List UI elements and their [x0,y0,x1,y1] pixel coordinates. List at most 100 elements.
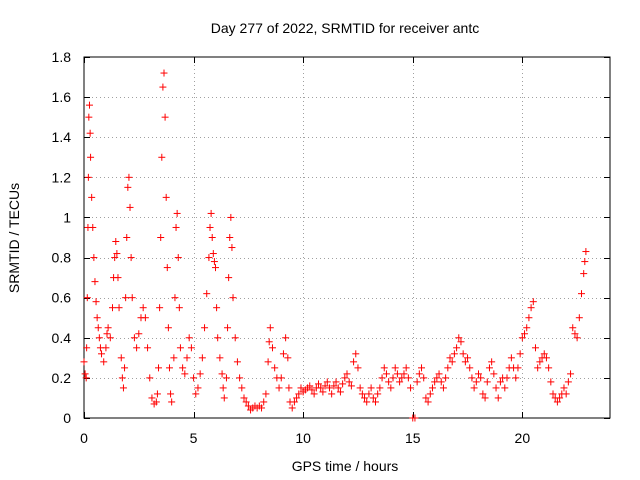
data-point [564,378,572,386]
data-point [112,238,120,246]
data-point [119,384,127,392]
data-point [328,390,336,398]
data-point [124,183,132,191]
data-point [347,382,355,390]
x-axis-label: GPS time / hours [292,458,399,474]
data-point [100,358,108,366]
data-point [229,294,237,302]
data-point [336,388,344,396]
data-point [171,294,179,302]
data-point [321,382,329,390]
data-point [385,378,393,386]
data-point [162,193,170,201]
data-point [464,354,472,362]
data-point [422,394,430,402]
data-point [165,364,173,372]
data-point [475,370,482,378]
data-point [192,390,200,398]
data-point [90,254,98,262]
data-point [567,370,575,378]
data-point [210,258,218,266]
data-point [258,404,266,412]
data-point [450,350,458,358]
data-points [80,69,590,422]
data-point [581,258,589,266]
data-point [514,364,522,372]
data-point [444,364,452,372]
data-point [126,203,134,211]
data-point [536,358,544,366]
x-tick-label: 15 [405,430,421,446]
data-point [144,344,152,352]
data-point [82,374,90,382]
data-point [393,370,401,378]
data-point [545,364,553,372]
data-point [98,350,106,358]
data-point [164,324,172,332]
data-point [88,193,96,201]
data-point [518,334,526,342]
data-point [439,384,447,392]
data-point [224,324,232,332]
data-point [428,384,436,392]
data-point [562,390,570,398]
data-point [83,294,91,302]
data-point [242,398,250,406]
data-point [226,234,234,241]
data-point [542,354,550,362]
data-point [404,374,412,382]
y-tick-label: 0.8 [52,250,72,266]
data-point [479,390,487,398]
y-axis-label: SRMTID / TECUs [6,183,22,293]
data-point [127,254,135,262]
data-point [181,370,189,378]
data-point [213,304,221,312]
data-point [354,364,362,372]
data-point [488,358,496,366]
data-point [268,344,276,352]
data-point [128,294,136,302]
x-tick-label: 10 [295,430,311,446]
data-point [172,223,180,231]
data-point [117,354,125,362]
data-point [260,398,268,406]
data-point [179,364,187,372]
data-point [225,274,233,282]
data-point [365,390,373,398]
data-point [240,394,248,402]
data-point [330,382,338,390]
data-point [356,384,364,392]
data-point [130,334,138,342]
data-point [80,358,88,366]
data-point [155,364,163,372]
data-point [341,374,349,382]
data-point [343,370,351,378]
data-point [122,294,130,302]
data-point [170,354,178,362]
data-point [123,234,131,241]
data-point [455,334,463,342]
data-point [332,378,340,386]
data-point [547,378,555,386]
data-point [94,324,102,332]
data-point [271,364,279,372]
data-point [582,248,590,256]
data-point [466,364,474,372]
data-point [86,129,94,137]
data-point [231,334,239,342]
data-point [481,394,489,402]
data-point [244,402,252,410]
data-point [233,358,241,366]
data-point [87,153,95,161]
data-point [125,173,133,181]
data-point [391,364,399,372]
data-point [201,324,209,332]
data-point [457,338,465,346]
data-point [275,384,283,392]
data-point [494,394,502,402]
data-point [265,338,273,346]
data-point [190,374,198,382]
data-point [220,394,228,402]
data-point [521,330,529,338]
data-point [168,398,176,406]
